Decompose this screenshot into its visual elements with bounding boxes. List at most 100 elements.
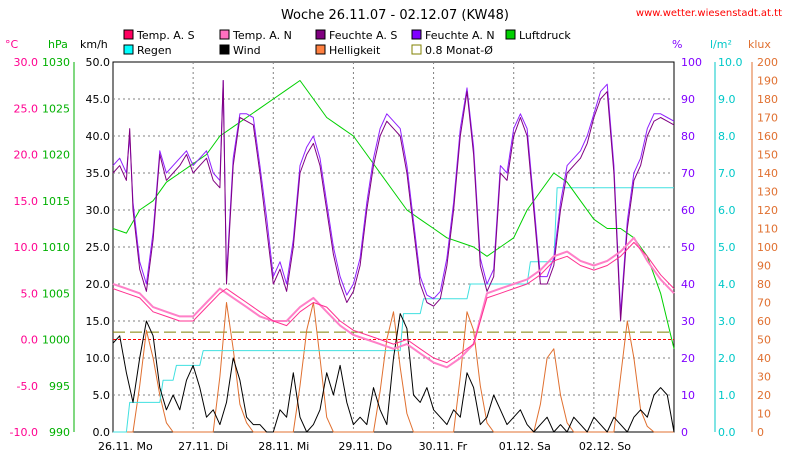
axis-tick-light: 70 <box>757 297 771 310</box>
legend-label: Feuchte A. N <box>425 29 495 42</box>
axis-unit-rain: l/m² <box>710 38 732 51</box>
axis-tick-wind: 10.0 <box>86 352 111 365</box>
legend-label: Regen <box>137 44 172 57</box>
axis-tick-pressure: 995 <box>49 380 70 393</box>
axis-tick-temp: 0.0 <box>21 334 39 347</box>
axis-tick-rain: 3.0 <box>718 315 736 328</box>
axis-tick-rain: 10.0 <box>718 56 743 69</box>
axis-tick-light: 10 <box>757 408 771 421</box>
legend-swatch <box>411 29 422 40</box>
axis-tick-rain: 4.0 <box>718 278 736 291</box>
axis-tick-pressure: 1025 <box>42 102 70 115</box>
axis-tick-humidity: 80 <box>681 130 695 143</box>
legend-swatch <box>123 29 134 40</box>
axis-tick-light: 180 <box>757 93 778 106</box>
axis-tick-light: 140 <box>757 167 778 180</box>
axis-tick-light: 20 <box>757 389 771 402</box>
axis-tick-light: 100 <box>757 241 778 254</box>
axis-unit-wind: km/h <box>80 38 108 51</box>
axis-tick-temp: 20.0 <box>14 149 39 162</box>
series-wind <box>112 313 675 433</box>
series-temp-a-s <box>112 241 675 364</box>
axis-tick-wind: 15.0 <box>86 315 111 328</box>
legend-label: Temp. A. S <box>136 29 195 42</box>
axis-tick-rain: 7.0 <box>718 167 736 180</box>
axis-tick-temp: -5.0 <box>17 380 38 393</box>
legend: Temp. A. S Temp. A. N Feuchte A. S Feuchte … <box>123 29 571 57</box>
series-temp-a-n <box>112 236 675 369</box>
axis-tick-wind: 20.0 <box>86 278 111 291</box>
axis-tick-wind: 35.0 <box>86 167 111 180</box>
axis-tick-humidity: 70 <box>681 167 695 180</box>
axis-tick-humidity: 60 <box>681 204 695 217</box>
axis-tick-pressure: 1030 <box>42 56 70 69</box>
axis-tick-humidity: 10 <box>681 389 695 402</box>
legend-swatch <box>123 44 134 55</box>
axis-unit-pressure: hPa <box>48 38 68 51</box>
source-link[interactable]: www.wetter.wiesenstadt.at.tt <box>636 8 782 19</box>
legend-label: 0.8 Monat-Ø <box>425 44 493 57</box>
axis-tick-temp: 5.0 <box>21 287 39 300</box>
axis-tick-pressure: 1020 <box>42 149 70 162</box>
axis-tick-light: 170 <box>757 112 778 125</box>
axis-tick-wind: 30.0 <box>86 204 111 217</box>
axis-tick-wind: 40.0 <box>86 130 111 143</box>
series-luftdruck <box>112 80 675 349</box>
axis-tick-humidity: 100 <box>681 56 702 69</box>
axis-tick-light: 60 <box>757 315 771 328</box>
axis-tick-light: 110 <box>757 223 778 236</box>
series-feuchte-a-n <box>112 80 675 315</box>
axis-tick-temp: 10.0 <box>14 241 39 254</box>
axis-tick-temp: 30.0 <box>14 56 39 69</box>
legend-label: Feuchte A. S <box>329 29 397 42</box>
legend-swatch <box>219 44 230 55</box>
axis-unit-light: klux <box>748 38 771 51</box>
axis-tick-pressure: 990 <box>49 426 70 439</box>
x-tick-label: 02.12. So <box>579 440 631 453</box>
axis-tick-pressure: 1005 <box>42 287 70 300</box>
axis-tick-rain: 8.0 <box>718 130 736 143</box>
axis-tick-temp: -10.0 <box>10 426 38 439</box>
axis-tick-temp: 15.0 <box>14 195 39 208</box>
axis-tick-humidity: 20 <box>681 352 695 365</box>
grid <box>113 62 674 432</box>
x-tick-label: 29.11. Do <box>338 440 392 453</box>
axis-tick-temp: 25.0 <box>14 102 39 115</box>
axis-tick-rain: 9.0 <box>718 93 736 106</box>
axis-tick-rain: 5.0 <box>718 241 736 254</box>
axis-tick-pressure: 1000 <box>42 334 70 347</box>
axis-tick-pressure: 1010 <box>42 241 70 254</box>
axis-tick-light: 160 <box>757 130 778 143</box>
legend-swatch <box>315 44 326 55</box>
axis-tick-wind: 0.0 <box>93 426 111 439</box>
x-tick-label: 26.11. Mo <box>98 440 153 453</box>
x-tick-label: 28.11. Mi <box>258 440 309 453</box>
axis-tick-pressure: 1015 <box>42 195 70 208</box>
axis-tick-wind: 50.0 <box>86 56 111 69</box>
axis-tick-humidity: 30 <box>681 315 695 328</box>
axis-tick-light: 90 <box>757 260 771 273</box>
axis-tick-humidity: 50 <box>681 241 695 254</box>
axis-tick-wind: 45.0 <box>86 93 111 106</box>
axis-tick-humidity: 40 <box>681 278 695 291</box>
legend-label: Wind <box>233 44 261 57</box>
axis-tick-humidity: 90 <box>681 93 695 106</box>
axis-tick-rain: 2.0 <box>718 352 736 365</box>
legend-swatch <box>505 29 516 40</box>
axis-tick-rain: 6.0 <box>718 204 736 217</box>
axis-tick-light: 150 <box>757 149 778 162</box>
axes: 30.025.020.015.010.05.00.0-5.0-10.0°C103… <box>5 38 778 453</box>
legend-label: Luftdruck <box>519 29 571 42</box>
axis-unit-temp: °C <box>5 38 19 51</box>
axis-unit-humidity: % <box>672 38 682 51</box>
legend-swatch <box>219 29 230 40</box>
axis-tick-light: 40 <box>757 352 771 365</box>
legend-label: Temp. A. N <box>232 29 292 42</box>
axis-tick-rain: 0.0 <box>718 426 736 439</box>
legend-label: Helligkeit <box>329 44 381 57</box>
axis-tick-light: 50 <box>757 334 771 347</box>
x-tick-label: 01.12. Sa <box>499 440 551 453</box>
legend-swatch <box>411 44 422 55</box>
axis-tick-humidity: 0 <box>681 426 688 439</box>
